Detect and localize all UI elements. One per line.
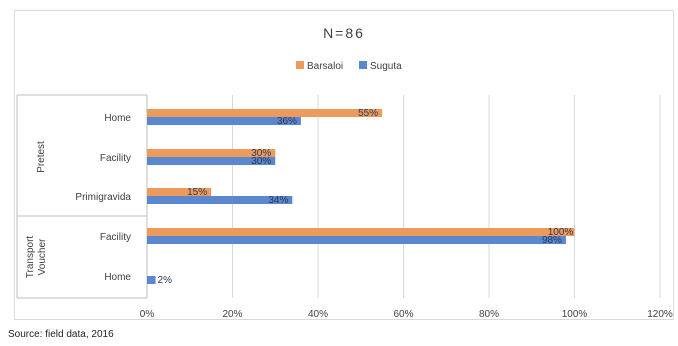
category-label: Facility	[100, 232, 131, 243]
bar-barsaloi	[147, 188, 212, 196]
x-tick-label: 80%	[479, 309, 499, 320]
bar-suguta	[147, 117, 301, 125]
data-label-suguta: 30%	[251, 156, 271, 167]
category-label: Home	[104, 113, 131, 124]
category-label: Home	[104, 272, 131, 283]
group-label-transport-voucher-line1: Transport	[25, 236, 36, 279]
bar-barsaloi	[147, 149, 276, 157]
bar-suguta	[147, 236, 566, 244]
legend-label-suguta: Suguta	[370, 61, 402, 72]
x-tick-label: 20%	[222, 309, 242, 320]
source-note: Source: field data, 2016	[8, 329, 114, 340]
category-label: Primigravida	[75, 192, 131, 203]
bar-barsaloi	[147, 109, 383, 117]
category-label: Facility	[100, 153, 131, 164]
chart-title: N=86	[323, 25, 365, 41]
group-label-pretest: Pretest	[36, 141, 47, 173]
data-label-suguta: 34%	[268, 195, 288, 206]
bar-barsaloi	[147, 228, 575, 236]
data-label-suguta: 98%	[542, 235, 562, 246]
data-label-barsaloi: 30%	[251, 148, 271, 159]
x-tick-label: 100%	[562, 309, 588, 320]
data-label-suguta: 36%	[277, 116, 297, 127]
data-label-suguta: 2%	[158, 275, 173, 286]
x-tick-label: 120%	[647, 309, 673, 320]
legend-swatch-suguta	[359, 61, 367, 69]
bar-suguta	[147, 157, 276, 165]
bar-suguta	[147, 196, 293, 204]
chart-frame	[14, 10, 674, 320]
data-label-barsaloi: 55%	[358, 108, 378, 119]
legend-label-barsaloi: Barsaloi	[307, 61, 343, 72]
data-label-barsaloi: 15%	[187, 187, 207, 198]
legend-swatch-barsaloi	[296, 61, 304, 69]
group-label-transport-voucher-line2: Voucher	[37, 238, 48, 275]
x-tick-label: 0%	[140, 309, 155, 320]
data-label-barsaloi: 100%	[548, 227, 574, 238]
bar-suguta	[147, 276, 156, 284]
x-tick-label: 60%	[393, 309, 413, 320]
x-tick-label: 40%	[308, 309, 328, 320]
